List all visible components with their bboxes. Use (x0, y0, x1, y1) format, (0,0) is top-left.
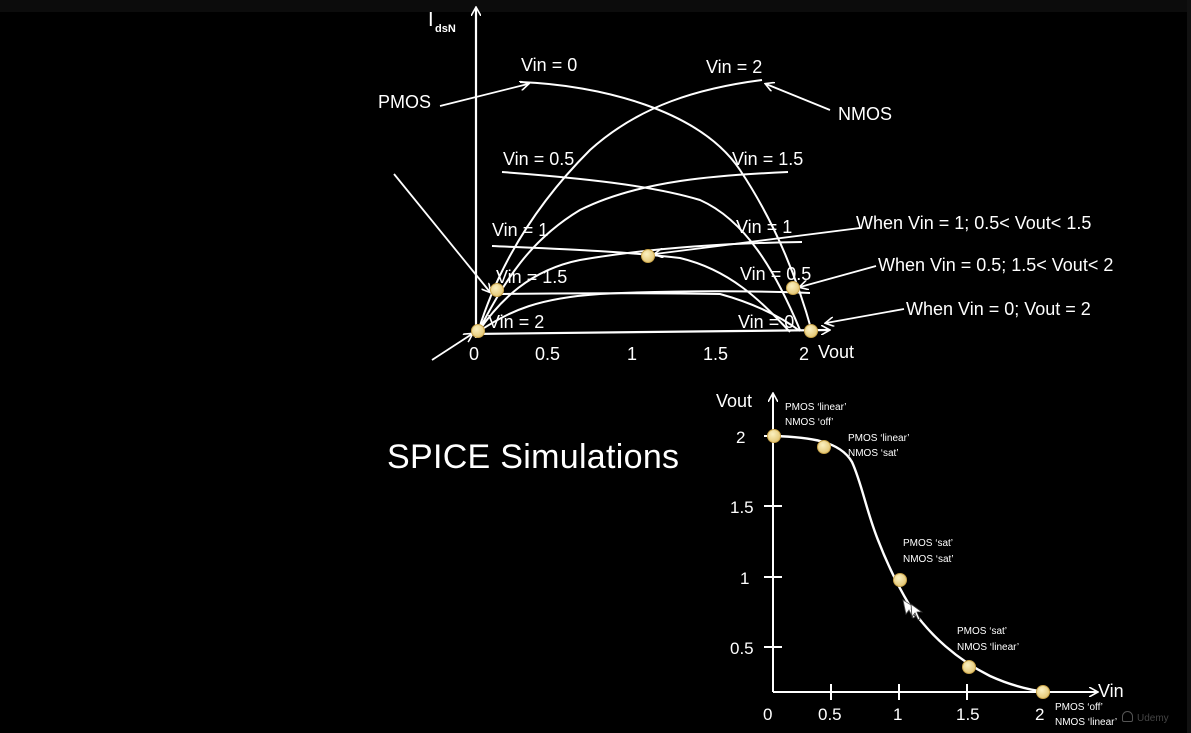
watermark-text: Udemy (1137, 713, 1169, 724)
note-point-3-pmos: PMOS ‘sat’ (903, 538, 953, 549)
vtc-y-tick-0.5: 0.5 (730, 639, 754, 658)
vtc-point-1 (767, 429, 781, 443)
vtc-y-tick-2: 2 (736, 428, 745, 447)
op-point-vin15 (490, 283, 504, 297)
left-arrow-lower (431, 334, 472, 361)
vtc-x-tick-2: 2 (1035, 705, 1044, 724)
vtc-point-5 (1036, 685, 1050, 699)
vtc-point-4 (962, 660, 976, 674)
udemy-watermark: Udemy (1122, 711, 1169, 724)
y-axis-subscript: dsN (435, 23, 456, 35)
x-axis (469, 330, 829, 336)
vtc-curve (772, 434, 1047, 694)
annotation-vin1: When Vin = 1; 0.5< Vout< 1.5 (856, 213, 1091, 233)
slide-title: SPICE Simulations (387, 438, 680, 476)
vtc-x-tick-0: 0 (763, 705, 772, 724)
note-point-1-pmos: PMOS ‘linear’ (785, 402, 847, 413)
nmos-curve-vin2 (477, 79, 763, 333)
nmos-label: NMOS (838, 104, 892, 124)
nmos-arrow (766, 84, 831, 111)
pmos-curve-vin1 (491, 245, 791, 333)
note-point-3-nmos: NMOS ‘sat’ (903, 554, 954, 565)
op-point-vin05 (786, 281, 800, 295)
x-tick-2: 2 (799, 344, 809, 364)
label-pmos-vin05: Vin = 0.5 (503, 149, 574, 169)
pmos-curve-vin15 (495, 292, 801, 332)
nmos-curve-vin05 (477, 290, 811, 333)
load-curve-diagram: I dsN PMOS NMOS Vin = 0 Vin = 2 Vin = 0.… (378, 8, 1113, 364)
vtc-y-axis-label: Vout (716, 391, 752, 411)
label-nmos-vin15: Vin = 1.5 (732, 149, 803, 169)
op-point-vin2 (471, 324, 485, 338)
note-point-4-pmos: PMOS ‘sat’ (957, 626, 1007, 637)
y-axis-label: I (428, 9, 434, 31)
label-pmos-vin1: Vin = 1 (492, 220, 548, 240)
annotation-vin05: When Vin = 0.5; 1.5< Vout< 2 (878, 255, 1113, 275)
vtc-x-tick-1: 1 (893, 705, 902, 724)
vtc-x-tick-0.5: 0.5 (818, 705, 842, 724)
vtc-x-axis-label: Vin (1098, 681, 1124, 701)
note-point-2-pmos: PMOS ‘linear’ (848, 433, 910, 444)
udemy-logo-icon (1122, 711, 1133, 722)
annotation-arrow-vin0 (826, 308, 905, 323)
label-nmos-vin2: Vin = 2 (706, 57, 762, 77)
pmos-curve-vin05 (501, 171, 801, 331)
vtc-chart: Vout Vin 2 1.5 1 0.5 0 0.5 1 1.5 2 PMOS … (716, 391, 1124, 728)
annotation-vin0: When Vin = 0; Vout = 2 (906, 299, 1091, 319)
x-tick-1.5: 1.5 (703, 344, 728, 364)
label-nmos-vin05: Vin = 0.5 (740, 264, 811, 284)
mouse-cursor-icon (902, 599, 924, 621)
note-point-1-nmos: NMOS ‘off’ (785, 417, 833, 428)
op-point-vin0 (804, 324, 818, 338)
vtc-x-tick-1.5: 1.5 (956, 705, 980, 724)
left-arrow-upper (393, 173, 490, 292)
label-nmos-vin1: Vin = 1 (736, 217, 792, 237)
video-right-edge (1187, 0, 1191, 733)
label-nmos-vin0: Vin = 0 (738, 312, 794, 332)
annotation-arrow-vin05 (800, 265, 877, 287)
vtc-point-3 (893, 573, 907, 587)
label-pmos-vin0: Vin = 0 (521, 55, 577, 75)
label-pmos-vin15: Vin = 1.5 (496, 267, 567, 287)
video-top-strip (0, 0, 1191, 12)
x-tick-1: 1 (627, 344, 637, 364)
vtc-y-tick-1: 1 (740, 569, 749, 588)
annotation-arrow-vin1 (655, 227, 861, 254)
x-tick-0: 0 (469, 344, 479, 364)
x-axis-label: Vout (818, 342, 854, 362)
pmos-curve-vin0 (519, 81, 813, 333)
note-point-5-pmos: PMOS ‘off’ (1055, 702, 1103, 713)
pmos-label: PMOS (378, 92, 431, 112)
label-pmos-vin2: Vin = 2 (488, 312, 544, 332)
note-point-5-nmos: NMOS ‘linear’ (1055, 717, 1117, 728)
op-point-vin1 (641, 249, 655, 263)
pmos-arrow (439, 84, 528, 107)
vtc-y-tick-1.5: 1.5 (730, 498, 754, 517)
vtc-point-2 (817, 440, 831, 454)
note-point-4-nmos: NMOS ‘linear’ (957, 642, 1019, 653)
nmos-curve-vin15 (477, 171, 789, 333)
note-point-2-nmos: NMOS ‘sat’ (848, 448, 899, 459)
x-tick-0.5: 0.5 (535, 344, 560, 364)
